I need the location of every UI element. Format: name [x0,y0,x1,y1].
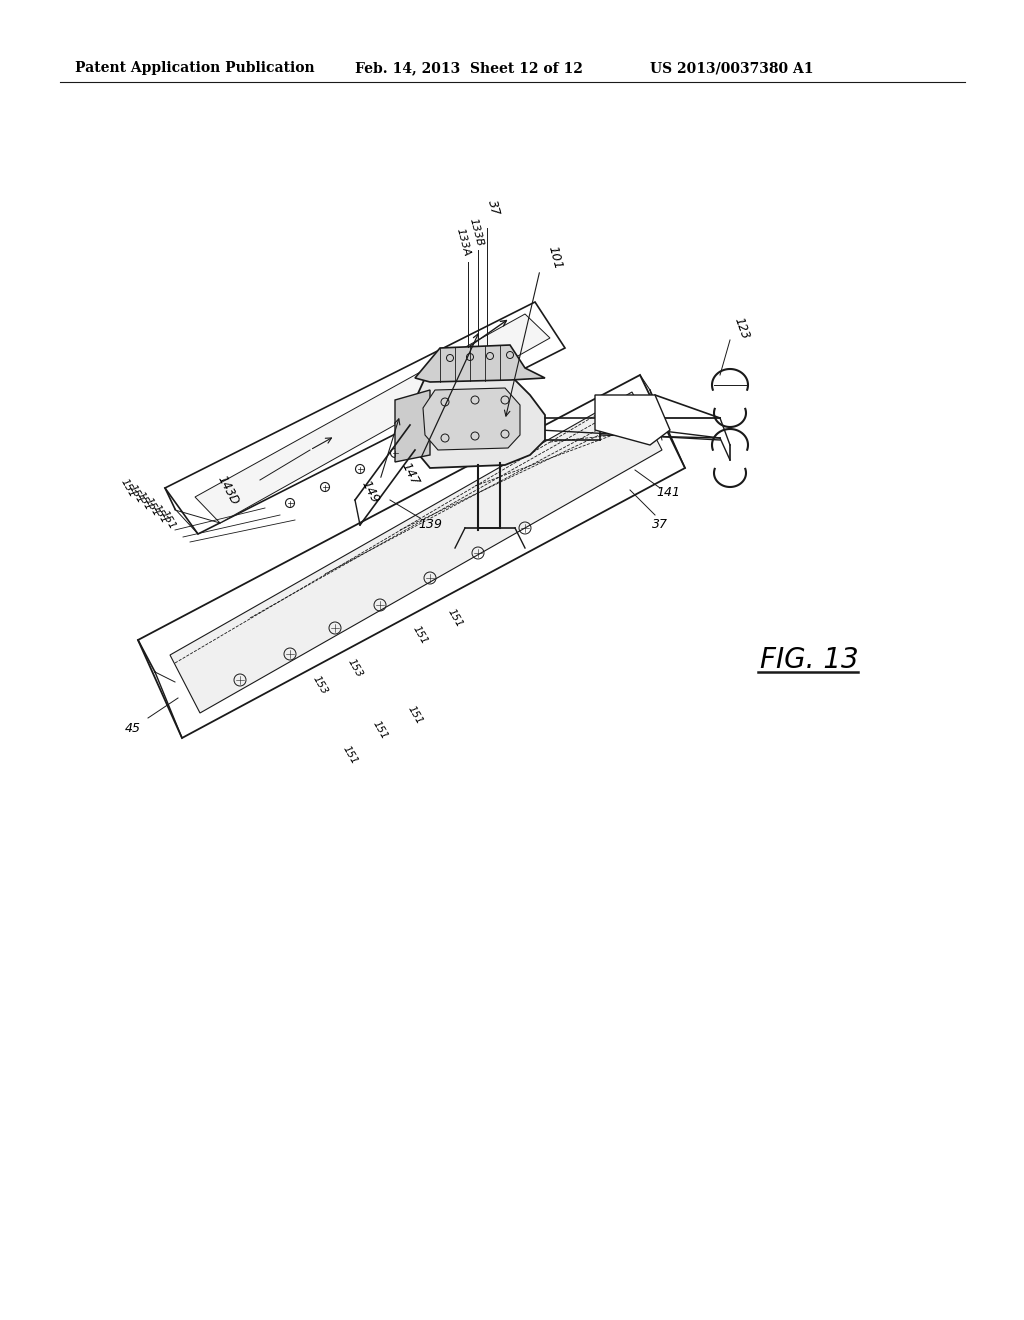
Text: 101: 101 [546,244,564,272]
Text: 37: 37 [484,198,502,218]
Text: 153: 153 [346,657,365,678]
Text: 123: 123 [732,315,752,341]
Text: 151: 151 [341,744,359,766]
Text: 133A: 133A [455,227,472,257]
Text: 153: 153 [310,675,330,696]
Text: 141: 141 [656,486,680,499]
Polygon shape [138,375,685,738]
Polygon shape [410,375,545,469]
Text: 151: 151 [411,624,429,645]
Polygon shape [415,345,545,381]
Text: 151: 151 [406,704,424,726]
Text: US 2013/0037380 A1: US 2013/0037380 A1 [650,61,813,75]
Text: 139: 139 [418,517,442,531]
Text: 151: 151 [371,719,389,741]
Text: 151: 151 [142,496,162,519]
Polygon shape [595,395,670,445]
Text: 151: 151 [159,510,177,532]
Polygon shape [165,302,565,535]
Text: Patent Application Publication: Patent Application Publication [75,61,314,75]
Text: 143D: 143D [215,473,241,507]
Text: 151: 151 [119,477,137,499]
Polygon shape [395,389,430,462]
Text: 151: 151 [135,490,154,512]
Text: FIG. 13: FIG. 13 [760,645,859,675]
Text: 133B: 133B [467,216,484,247]
Text: 147: 147 [398,461,421,487]
Polygon shape [170,392,662,713]
Text: Feb. 14, 2013  Sheet 12 of 12: Feb. 14, 2013 Sheet 12 of 12 [355,61,583,75]
Text: 151: 151 [445,607,464,630]
Polygon shape [423,388,520,450]
Text: 151: 151 [127,483,145,506]
Text: 151: 151 [151,503,169,525]
Text: 37: 37 [652,519,668,532]
Text: 45: 45 [125,722,141,734]
Polygon shape [195,314,550,523]
Text: 149: 149 [358,478,381,506]
